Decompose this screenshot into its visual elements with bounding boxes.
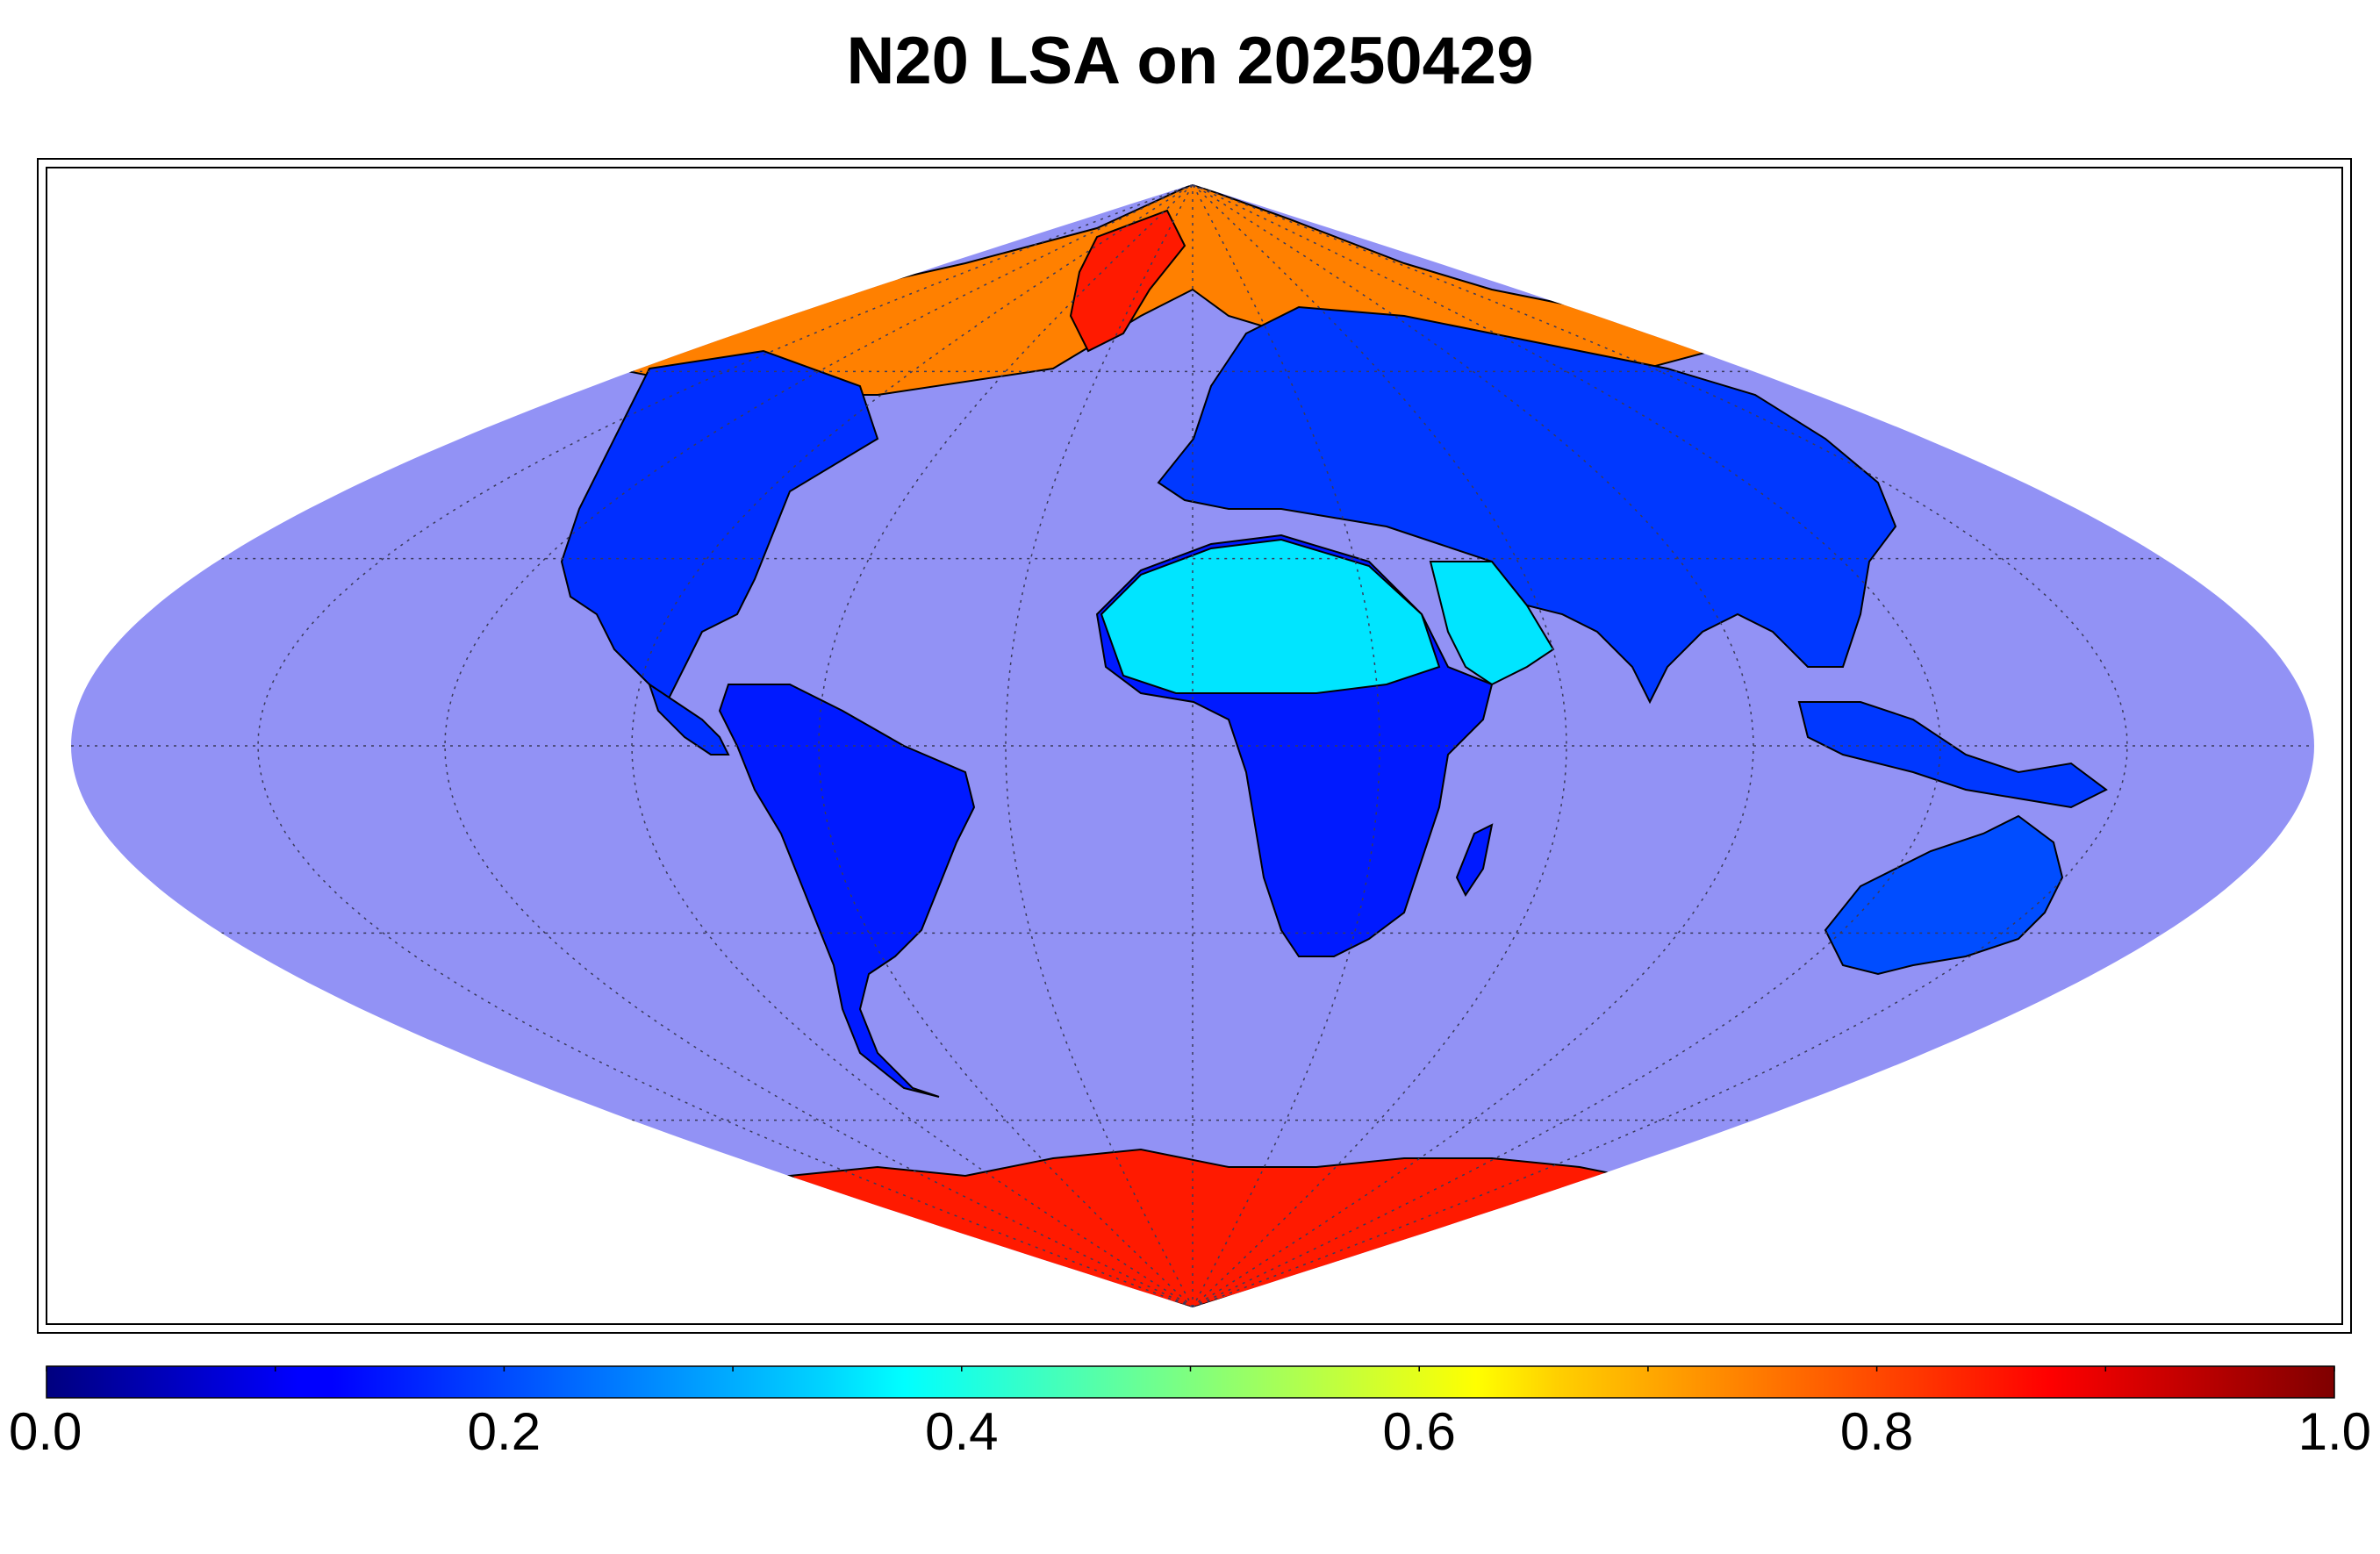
land-southeast-asia-islands [1797, 701, 2108, 809]
colorbar-tick-label: 0.8 [1839, 1402, 1914, 1461]
colorbar-tick-label: 1.0 [2298, 1402, 2371, 1461]
graticule-meridian [1192, 184, 1754, 1307]
colorbar-tick-label: 0.2 [467, 1402, 541, 1461]
graticule-meridian [631, 184, 1194, 1307]
land-layer [560, 184, 2108, 1307]
land-south-america [718, 684, 976, 1098]
land-antarctica [786, 1148, 1627, 1307]
colorbar-tick-label: 0.0 [9, 1402, 82, 1461]
map-title: N20 LSA on 20250429 [846, 24, 1534, 98]
colorbar-tick-label: 0.6 [1382, 1402, 1456, 1461]
land-arabia [1429, 561, 1555, 686]
land-north-america [560, 349, 879, 704]
colorbar-tick-label: 0.4 [925, 1402, 999, 1461]
map-frame-outer [37, 158, 2352, 1334]
land-madagascar [1455, 823, 1494, 897]
colorbar-ticks [46, 1366, 2335, 1371]
land-central-america [648, 682, 730, 756]
graticule [71, 184, 2314, 1307]
land-africa-sahara [1100, 538, 1441, 694]
map-frame-inner [46, 167, 2343, 1325]
land-australia [1824, 814, 2064, 976]
land-europe-asia [1157, 305, 1897, 705]
